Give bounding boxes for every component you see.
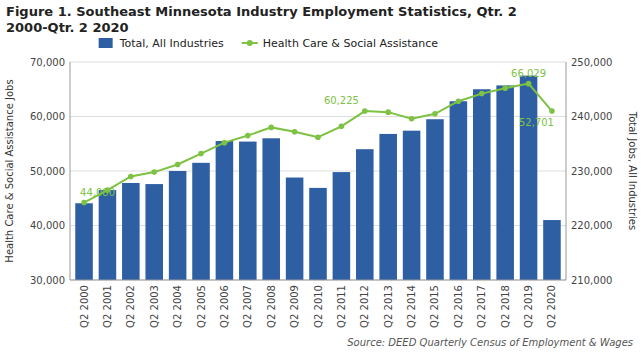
y-axis-label: Health Care & Social Assistance Jobs — [4, 79, 15, 262]
legend-label: Total, All Industries — [119, 37, 224, 50]
x-tick-label: Q2 2005 — [196, 285, 207, 328]
legend-swatch — [99, 38, 113, 48]
y-tick-label: 30,000 — [30, 275, 65, 286]
bar — [450, 101, 468, 280]
x-tick-label: Q2 2010 — [313, 285, 324, 328]
y2-tick-label: 240,000 — [571, 111, 612, 122]
bar — [286, 178, 304, 280]
line-marker — [432, 111, 438, 117]
legend-label: Health Care & Social Assistance — [263, 37, 439, 50]
bar — [333, 172, 351, 280]
grid-line — [70, 62, 566, 63]
bar — [239, 142, 257, 280]
y2-tick-label: 230,000 — [571, 166, 612, 177]
line-marker — [502, 85, 508, 91]
subtitle: 2000-Qtr. 2 2020 — [6, 20, 129, 35]
annotation: 44,080 — [80, 187, 115, 198]
x-tick-label: Q2 2003 — [149, 285, 160, 328]
bar — [262, 138, 280, 280]
line-marker — [315, 134, 321, 140]
bar — [473, 89, 491, 280]
x-tick-label: Q2 2012 — [359, 285, 370, 328]
x-tick-label: Q2 2004 — [172, 285, 183, 328]
x-tick-label: Q2 2016 — [453, 285, 464, 328]
grid-line — [70, 280, 566, 281]
bar — [122, 183, 140, 280]
y-tick-label: 60,000 — [30, 111, 65, 122]
bar — [169, 171, 187, 280]
line — [84, 84, 552, 203]
x-tick-label: Q2 2019 — [523, 285, 534, 328]
line-marker — [549, 108, 555, 114]
line-marker — [151, 169, 157, 175]
bar — [192, 163, 210, 280]
legend: Total, All Industries Health Care & Socia… — [99, 37, 439, 50]
line-marker — [245, 133, 251, 139]
grid-line — [70, 116, 566, 117]
line-marker — [385, 109, 391, 115]
x-tick-label: Q2 2006 — [219, 285, 230, 328]
bar — [403, 131, 421, 280]
bar — [426, 119, 444, 280]
y2-axis-line — [566, 62, 567, 280]
line-marker — [128, 174, 134, 180]
line-marker — [81, 200, 87, 206]
line-marker — [456, 98, 462, 104]
annotation: 60,225 — [324, 95, 359, 106]
y-tick-label: 70,000 — [30, 57, 65, 68]
x-axis-line — [70, 280, 566, 281]
bar — [543, 220, 561, 280]
x-tick-label: Q2 2000 — [79, 285, 90, 328]
y2-axis-label: Total Jobs, All Industries — [627, 111, 638, 230]
line-marker — [479, 91, 485, 97]
x-tick-label: Q2 2014 — [406, 285, 417, 328]
line-marker — [339, 124, 345, 130]
bar — [496, 85, 514, 280]
title: Figure 1. Southeast Minnesota Industry E… — [6, 4, 517, 19]
annotation: 52,701 — [519, 117, 554, 128]
bar — [216, 141, 234, 280]
line-marker — [292, 129, 298, 135]
bar — [145, 184, 163, 280]
x-tick-label: Q2 2017 — [476, 285, 487, 328]
x-tick-label: Q2 2011 — [336, 285, 347, 328]
source: Source: DEED Quarterly Census of Employm… — [347, 337, 633, 348]
line-marker — [175, 162, 181, 168]
x-tick-label: Q2 2020 — [546, 285, 557, 328]
x-tick-label: Q2 2002 — [125, 285, 136, 328]
y2-tick-label: 220,000 — [571, 220, 612, 231]
bar — [75, 203, 93, 280]
x-tick-label: Q2 2007 — [242, 285, 253, 328]
bar — [356, 149, 374, 280]
bar — [520, 76, 538, 280]
bar — [379, 134, 397, 280]
bar — [99, 190, 117, 280]
x-tick-label: Q2 2001 — [102, 285, 113, 328]
bar — [309, 188, 327, 280]
x-tick-label: Q2 2008 — [266, 285, 277, 328]
x-tick-label: Q2 2015 — [429, 285, 440, 328]
annotation: 66,029 — [511, 68, 546, 79]
y-axis-line — [70, 62, 71, 280]
line-marker — [268, 125, 274, 131]
y2-tick-label: 210,000 — [571, 275, 612, 286]
line-marker — [362, 108, 368, 114]
line-marker — [409, 116, 415, 122]
x-tick-label: Q2 2009 — [289, 285, 300, 328]
y2-tick-label: 250,000 — [571, 57, 612, 68]
grid-line — [70, 171, 566, 172]
line-marker — [222, 140, 228, 146]
x-tick-label: Q2 2013 — [383, 285, 394, 328]
line-marker — [526, 81, 532, 87]
line-marker — [198, 151, 204, 157]
y-tick-label: 50,000 — [30, 166, 65, 177]
y-tick-label: 40,000 — [30, 220, 65, 231]
x-tick-label: Q2 2018 — [500, 285, 511, 328]
legend-swatch-marker — [247, 40, 253, 46]
plot-area — [75, 76, 560, 280]
